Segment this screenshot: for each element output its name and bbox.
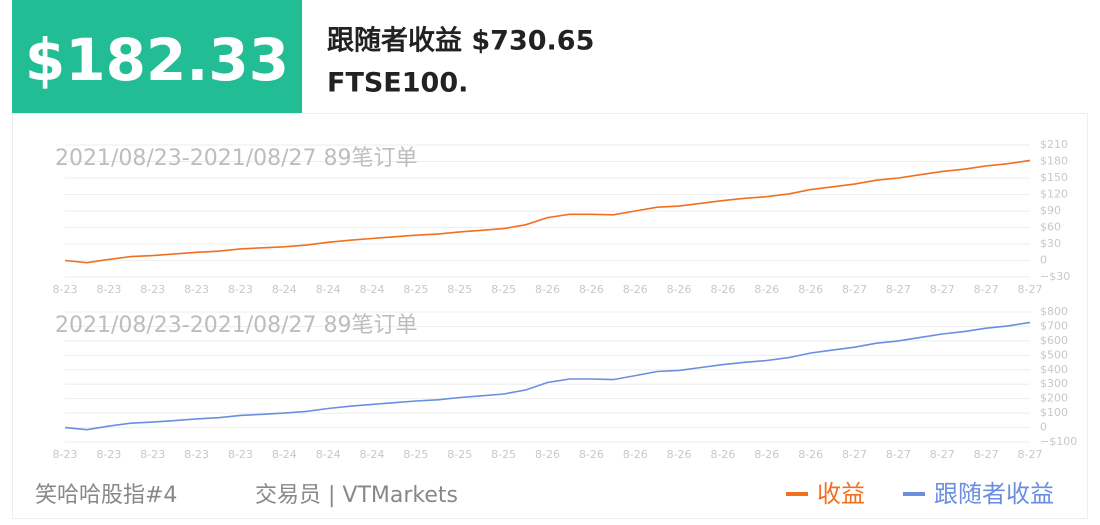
x-tick-label: 8-25 [491,448,516,461]
x-tick-label: 8-27 [886,448,911,461]
x-tick-label: 8-26 [754,283,779,296]
x-tick-label: 8-27 [1018,448,1043,461]
y-tick-label: $200 [1040,392,1068,405]
x-tick-label: 8-24 [360,283,385,296]
x-tick-label: 8-26 [710,448,735,461]
x-tick-label: 8-26 [623,448,648,461]
x-tick-label: 8-26 [710,283,735,296]
x-tick-label: 8-23 [184,448,209,461]
y-tick-label: $60 [1040,221,1061,234]
x-tick-label: 8-25 [447,448,472,461]
amount: $182.33 [25,26,289,94]
y-tick-label: $100 [1040,406,1068,419]
x-tick-label: 8-26 [623,283,648,296]
x-tick-label: 8-24 [316,283,341,296]
x-tick-label: 8-26 [535,283,560,296]
x-tick-label: 8-23 [228,283,253,296]
x-tick-label: 8-26 [798,448,823,461]
y-tick-label: $180 [1040,155,1068,168]
y-tick-label: $500 [1040,348,1068,361]
y-tick-label: $300 [1040,377,1068,390]
y-tick-label: $150 [1040,171,1068,184]
y-tick-label: $30 [1040,237,1061,250]
x-tick-label: 8-27 [1018,283,1043,296]
y-tick-label: −$100 [1040,435,1077,448]
x-tick-label: 8-26 [798,283,823,296]
legend-label: 跟随者收益 [934,480,1054,508]
x-tick-label: 8-26 [579,283,604,296]
x-tick-label: 8-26 [535,448,560,461]
x-tick-label: 8-25 [403,448,428,461]
y-tick-label: 0 [1040,421,1047,434]
y-tick-label: $700 [1040,319,1068,332]
x-tick-label: 8-23 [184,283,209,296]
chart-title: 2021/08/23-2021/08/27 89笔订单 [55,313,418,338]
x-tick-label: 8-23 [140,283,165,296]
y-tick-label: 0 [1040,254,1047,267]
y-tick-label: $600 [1040,334,1068,347]
symbol: FTSE100. [327,68,468,99]
x-tick-label: 8-26 [667,448,692,461]
trader-name: 交易员 | VTMarkets [255,483,458,508]
x-tick-label: 8-23 [96,283,121,296]
x-tick-label: 8-25 [491,283,516,296]
y-tick-label: $210 [1040,138,1068,151]
y-tick-label: $800 [1040,305,1068,318]
x-tick-label: 8-27 [930,448,955,461]
strategy-name: 笑哈哈股指#4 [35,483,177,508]
x-tick-label: 8-26 [579,448,604,461]
x-tick-label: 8-25 [447,283,472,296]
x-tick-label: 8-26 [754,448,779,461]
x-tick-label: 8-23 [53,448,78,461]
y-tick-label: $90 [1040,204,1061,217]
x-tick-label: 8-27 [842,283,867,296]
x-tick-label: 8-23 [96,448,121,461]
follower-profit: 跟随者收益 $730.65 [327,26,594,57]
x-tick-label: 8-27 [930,283,955,296]
x-tick-label: 8-24 [360,448,385,461]
y-tick-label: $400 [1040,363,1068,376]
x-tick-label: 8-27 [842,448,867,461]
x-tick-label: 8-23 [140,448,165,461]
y-tick-label: −$30 [1040,270,1070,283]
x-tick-label: 8-24 [272,448,297,461]
x-tick-label: 8-27 [886,283,911,296]
y-tick-label: $120 [1040,188,1068,201]
x-tick-label: 8-24 [272,283,297,296]
series-line [64,159,1031,264]
x-tick-label: 8-23 [53,283,78,296]
x-tick-label: 8-27 [974,448,999,461]
amount-box [12,0,302,113]
series-line [64,321,1031,431]
chart-title: 2021/08/23-2021/08/27 89笔订单 [55,146,418,171]
x-tick-label: 8-25 [403,283,428,296]
x-tick-label: 8-23 [228,448,253,461]
panel-border [12,113,1088,519]
x-tick-label: 8-26 [667,283,692,296]
x-tick-label: 8-27 [974,283,999,296]
x-tick-label: 8-24 [316,448,341,461]
legend-label: 收益 [817,480,865,508]
